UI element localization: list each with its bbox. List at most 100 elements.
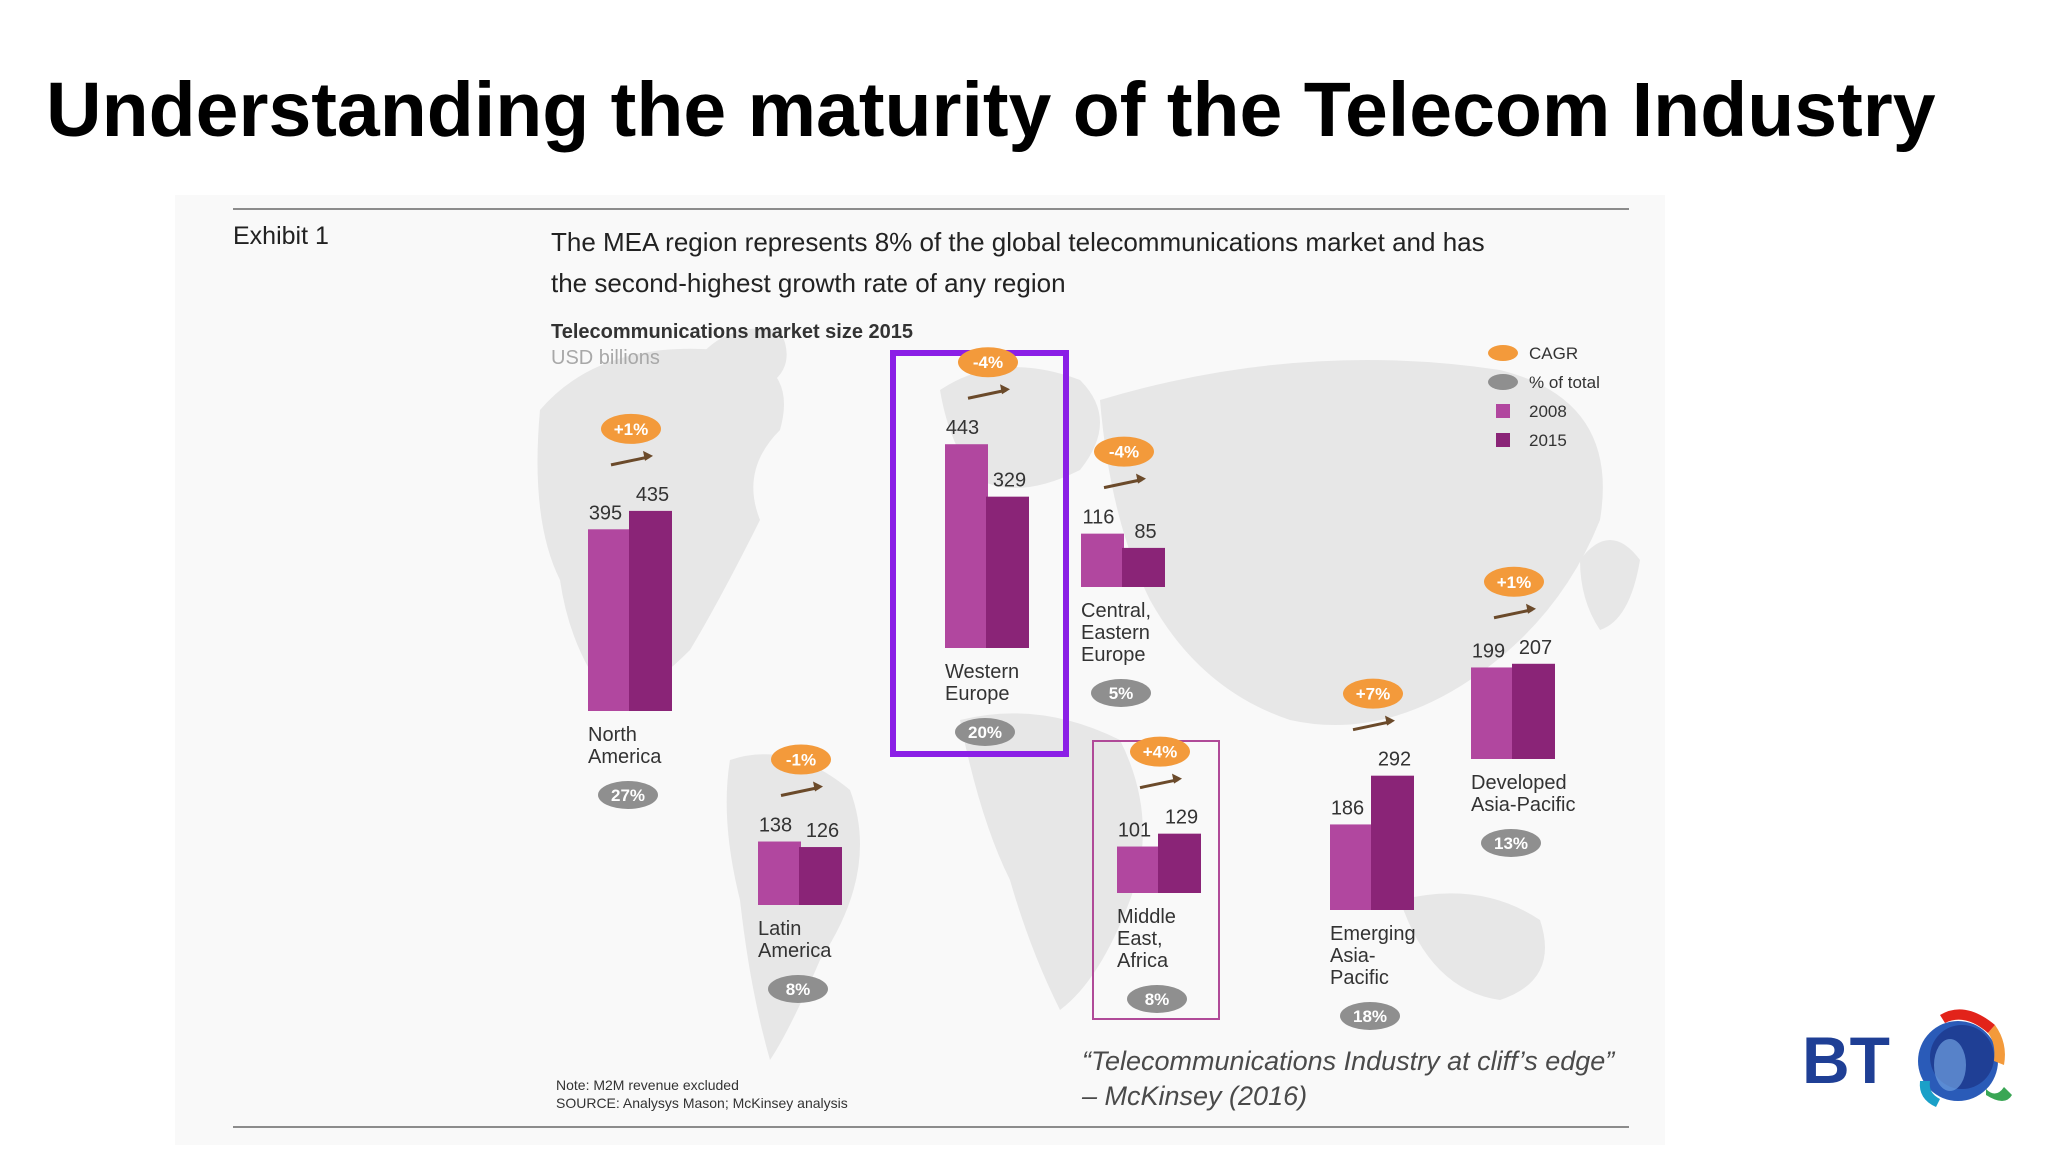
bar-2015	[629, 510, 672, 711]
cagr-arrow-icon	[1493, 608, 1533, 620]
legend-oval-icon	[1488, 374, 1518, 390]
bar-2008	[1117, 846, 1160, 893]
cagr-arrow-head-icon	[1136, 473, 1146, 484]
region-name-line: Developed	[1471, 772, 1567, 794]
value-label-2008: 395	[589, 502, 622, 524]
legend-label: 2015	[1529, 431, 1567, 450]
region-name-line: Middle	[1117, 906, 1176, 928]
bar-2008	[758, 841, 801, 905]
region-name-line: America	[758, 940, 832, 962]
share-badge-label: 5%	[1109, 684, 1134, 703]
bt-logo-text: BT	[1802, 1023, 1890, 1097]
world-map-shape	[1100, 360, 1603, 725]
bar-2015	[986, 496, 1029, 648]
bt-logo: BT	[1802, 1009, 2012, 1107]
region-name-line: Europe	[1081, 644, 1146, 666]
cagr-badge	[601, 413, 661, 444]
exhibit-caption: The MEA region represents 8% of the glob…	[551, 222, 1651, 304]
value-label-2015: 129	[1165, 807, 1198, 829]
value-label-2015: 85	[1134, 521, 1156, 543]
chart-units: USD billions	[551, 347, 660, 369]
cagr-badge-label: -4%	[1109, 443, 1139, 462]
cagr-arrow-icon	[780, 786, 820, 797]
region-name-line: Africa	[1117, 950, 1169, 972]
bar-2015	[1122, 547, 1165, 587]
cagr-arrow-icon	[967, 388, 1007, 400]
bar-2015	[1512, 663, 1555, 759]
cagr-arrow-icon	[1352, 720, 1392, 732]
value-label-2008: 138	[759, 815, 792, 837]
share-badge-label: 18%	[1353, 1007, 1387, 1026]
legend-oval-icon	[1488, 345, 1518, 361]
share-badge-label: 8%	[786, 980, 811, 999]
legend-square-icon	[1496, 433, 1510, 447]
value-label-2015: 126	[806, 820, 839, 842]
cagr-badge-label: +1%	[614, 420, 649, 439]
cagr-badge-label: -1%	[786, 751, 816, 770]
world-map-shape	[726, 754, 860, 1060]
cagr-badge	[1130, 736, 1190, 767]
value-label-2015: 329	[993, 470, 1026, 492]
legend-label: % of total	[1529, 373, 1600, 392]
cagr-badge	[1343, 678, 1403, 709]
legend-label: CAGR	[1529, 344, 1578, 363]
cagr-arrow-head-icon	[1000, 384, 1010, 395]
region-name-line: Asia-	[1330, 945, 1376, 967]
region-name-line: America	[588, 746, 662, 768]
share-badge-label: 13%	[1494, 834, 1528, 853]
value-label-2015: 435	[636, 484, 669, 506]
bt-globe-icon	[1918, 1009, 2012, 1107]
share-badge-label: 20%	[968, 723, 1002, 742]
slide-title: Understanding the maturity of the Teleco…	[46, 67, 1936, 153]
cagr-badge-label: -4%	[973, 353, 1003, 372]
cagr-arrow-head-icon	[1526, 603, 1536, 614]
caption-line-1: The MEA region represents 8% of the glob…	[551, 227, 1485, 257]
region-name-line: Europe	[945, 683, 1010, 705]
region-name-line: Asia-Pacific	[1471, 794, 1575, 816]
world-map-shape	[690, 328, 787, 390]
share-badge	[1127, 985, 1187, 1013]
share-badge	[768, 975, 828, 1003]
region-name-line: East,	[1117, 928, 1163, 950]
quote-line-2: – McKinsey (2016)	[1082, 1081, 1308, 1111]
value-label-2008: 199	[1472, 640, 1505, 662]
world-map-shape	[1400, 893, 1545, 1000]
bar-2008	[1081, 533, 1124, 587]
bar-2015	[799, 847, 842, 905]
quote-line-1: “Telecommunications Industry at cliff’s …	[1082, 1046, 1615, 1076]
bar-2008	[1471, 667, 1514, 759]
cagr-badge-label: +4%	[1143, 743, 1178, 762]
bar-2015	[1371, 775, 1414, 910]
value-label-2008: 186	[1331, 797, 1364, 819]
region-name-line: Pacific	[1330, 967, 1389, 989]
region-name-line: Western	[945, 661, 1019, 683]
region-name-line: Emerging	[1330, 923, 1416, 945]
bar-2008	[945, 444, 988, 648]
cagr-arrow-head-icon	[1172, 773, 1182, 784]
region-name-line: North	[588, 724, 637, 746]
bar-2008	[1330, 824, 1373, 910]
caption-line-2: the second-highest growth rate of any re…	[551, 268, 1066, 298]
legend-square-icon	[1496, 404, 1510, 418]
exhibit-top-rule	[233, 208, 1629, 210]
share-badge-label: 8%	[1145, 990, 1170, 1009]
cagr-arrow-head-icon	[643, 450, 653, 461]
cagr-badge	[771, 744, 831, 775]
world-map-shape	[960, 713, 1143, 1010]
value-label-2008: 101	[1118, 820, 1151, 842]
share-badge	[598, 781, 658, 809]
source-note-line-2: SOURCE: Analysys Mason; McKinsey analysi…	[556, 1095, 848, 1111]
share-badge	[1340, 1002, 1400, 1030]
bar-2015	[1158, 833, 1201, 893]
cagr-badge	[958, 347, 1018, 378]
region-name-line: Central,	[1081, 600, 1151, 622]
world-map-shape	[1580, 540, 1640, 630]
cagr-badge-label: +7%	[1356, 685, 1391, 704]
share-badge	[1481, 829, 1541, 857]
share-badge	[1091, 679, 1151, 707]
cagr-badge	[1094, 436, 1154, 467]
value-label-2015: 207	[1519, 637, 1552, 659]
cagr-arrow-head-icon	[1385, 715, 1395, 726]
cagr-badge-label: +1%	[1497, 573, 1532, 592]
